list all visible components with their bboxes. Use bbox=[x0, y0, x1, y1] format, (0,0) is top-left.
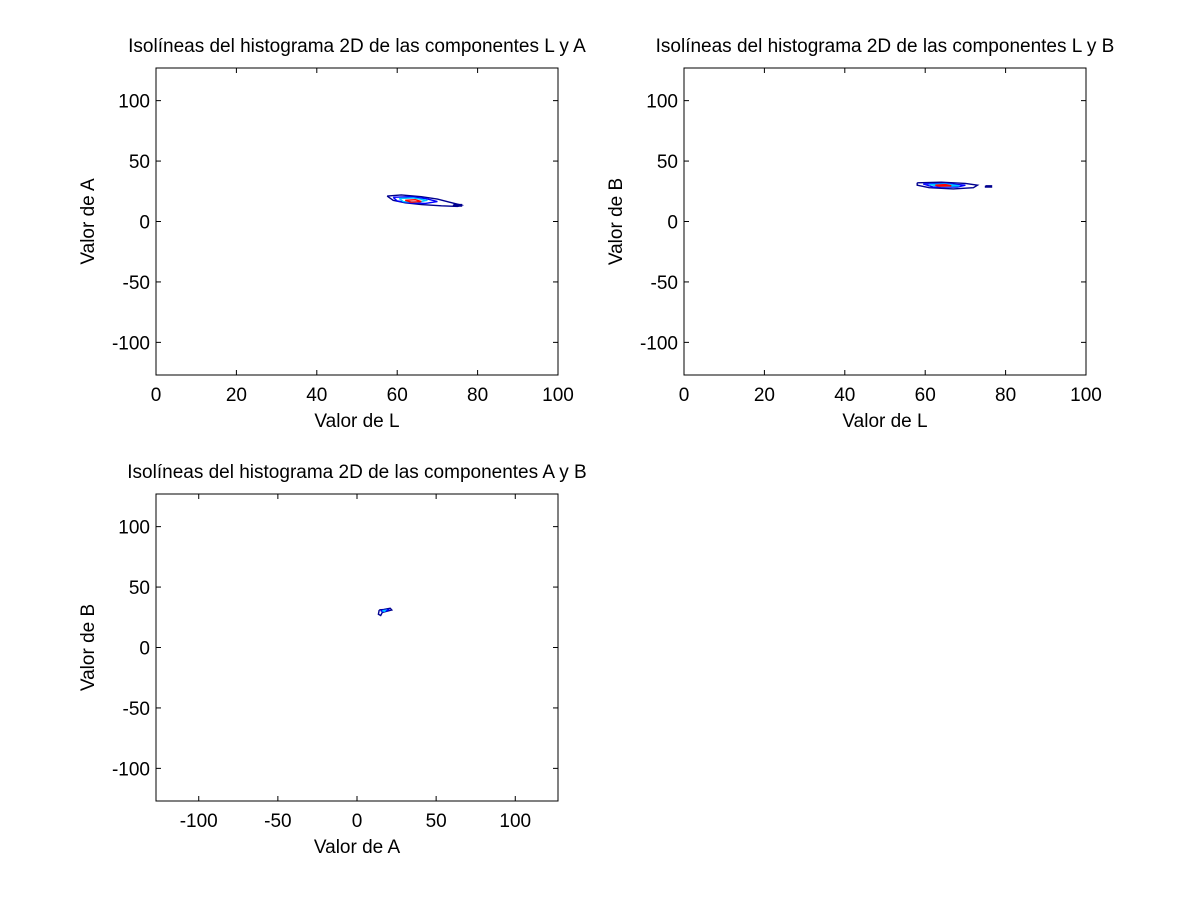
contour-group bbox=[377, 607, 394, 617]
y-axis-label: Valor de A bbox=[78, 178, 99, 265]
x-tick-label: 80 bbox=[995, 385, 1016, 406]
contour-group bbox=[916, 181, 993, 190]
subplot-1: 0 20 40 60 80 100 -100 -50 0 50 100 Isolíneas del h… bbox=[78, 36, 586, 432]
contour-line-tail bbox=[452, 203, 463, 207]
chart-title: Isolíneas del histograma 2D de las compo… bbox=[127, 462, 586, 483]
x-tick-label: -50 bbox=[264, 811, 291, 832]
contour-line-mid bbox=[382, 609, 388, 612]
contour-line-low bbox=[916, 181, 980, 190]
x-axis-label: Valor de A bbox=[314, 837, 401, 858]
y-tick-label: -50 bbox=[123, 273, 150, 294]
contour-line-tail bbox=[984, 185, 993, 188]
y-tick-label: 0 bbox=[139, 213, 150, 234]
contour-line-high bbox=[935, 183, 952, 187]
x-tick-label: 60 bbox=[915, 385, 936, 406]
y-tick-label: -50 bbox=[651, 273, 678, 294]
subplot-2: 0 20 40 60 80 100 -100 -50 0 50 100 Isolíneas del h… bbox=[606, 36, 1114, 432]
x-axis-label: Valor de L bbox=[842, 411, 927, 432]
y-tick-label: -50 bbox=[123, 699, 150, 720]
subplot-3: -100 -50 0 50 100 -100 -50 0 50 100 Isolíneas del … bbox=[78, 462, 587, 858]
y-tick-label: 100 bbox=[646, 92, 678, 113]
chart-title: Isolíneas del histograma 2D de las compo… bbox=[656, 36, 1115, 57]
x-tick-label: 80 bbox=[467, 385, 488, 406]
y-tick-label: 0 bbox=[139, 639, 150, 660]
x-tick-label: 60 bbox=[387, 385, 408, 406]
x-axis-label: Valor de L bbox=[314, 411, 399, 432]
x-tick-label: 100 bbox=[542, 385, 574, 406]
contour-line-low-2 bbox=[392, 195, 438, 205]
x-tick-label: 100 bbox=[499, 811, 531, 832]
x-tick-label: 0 bbox=[352, 811, 363, 832]
x-tick-label: -100 bbox=[180, 811, 218, 832]
contour-line-high bbox=[404, 198, 422, 203]
x-tick-label: 40 bbox=[834, 385, 855, 406]
plot-area bbox=[683, 67, 1087, 376]
contour-line-mid bbox=[398, 197, 428, 203]
y-tick-label: -100 bbox=[112, 333, 150, 354]
chart-title: Isolíneas del histograma 2D de las compo… bbox=[128, 36, 586, 57]
y-tick-label: 50 bbox=[657, 152, 678, 173]
x-tick-label: 0 bbox=[151, 385, 162, 406]
contour-group bbox=[386, 194, 465, 208]
x-tick-label: 0 bbox=[679, 385, 690, 406]
y-tick-label: 100 bbox=[118, 92, 150, 113]
x-tick-label: 100 bbox=[1070, 385, 1102, 406]
y-tick-label: 0 bbox=[667, 213, 678, 234]
y-tick-label: 50 bbox=[129, 578, 150, 599]
y-axis-label: Valor de B bbox=[606, 178, 627, 265]
y-tick-label: 50 bbox=[129, 152, 150, 173]
x-tick-label: 20 bbox=[226, 385, 247, 406]
y-tick-label: -100 bbox=[640, 333, 678, 354]
y-tick-label: -100 bbox=[112, 759, 150, 780]
y-axis-label: Valor de B bbox=[78, 604, 99, 691]
plot-area bbox=[155, 67, 559, 376]
x-tick-label: 20 bbox=[754, 385, 775, 406]
x-tick-label: 40 bbox=[306, 385, 327, 406]
y-tick-label: 100 bbox=[118, 518, 150, 539]
x-tick-label: 50 bbox=[426, 811, 447, 832]
plot-area bbox=[155, 493, 559, 802]
